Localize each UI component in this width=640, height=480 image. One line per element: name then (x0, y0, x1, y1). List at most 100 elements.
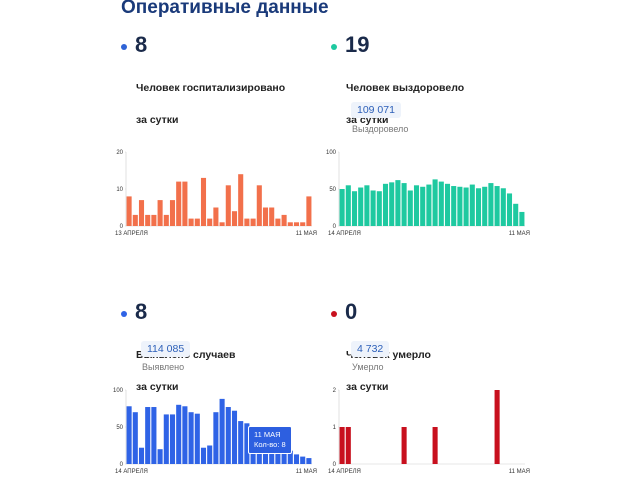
chart-bar (151, 214, 157, 226)
chart-bar (339, 189, 345, 226)
chart-bar (138, 200, 145, 226)
chart-bar (138, 447, 145, 464)
chart-bar (151, 407, 157, 464)
deaths-total-label: Умерло (352, 362, 384, 372)
chart-bar (494, 186, 500, 226)
chart-bar (469, 184, 475, 226)
chart-bar (200, 447, 207, 464)
chart-bar (364, 185, 370, 226)
chart-bar (306, 196, 312, 226)
chart-bar (207, 218, 213, 226)
chart-bar (438, 181, 444, 226)
chart-bar (389, 182, 395, 226)
bullet-dot (121, 44, 127, 50)
chart-bar (293, 222, 300, 226)
y-tick-label: 10 (116, 187, 123, 193)
y-tick-label: 1 (333, 425, 337, 431)
cases-total: 114 085 (141, 341, 191, 357)
cases-total-label: Выявлено (142, 362, 185, 372)
chart-bar (200, 177, 207, 226)
chart-bar (145, 214, 151, 226)
x-end-label: 11 МАЯ (296, 469, 317, 475)
recovered-count: 19 (345, 32, 370, 57)
y-tick-label: 0 (120, 462, 124, 468)
x-start-label: 13 АПРЕЛЯ (115, 231, 148, 237)
chart-recovered: 0 50 100 14 АПРЕЛЯ 11 МАЯ (326, 150, 531, 240)
chart-bar (256, 185, 262, 226)
chart-bar (413, 185, 420, 226)
chart-bar (213, 207, 219, 226)
chart-svg: 0 50 100 14 АПРЕЛЯ 11 МАЯ (326, 150, 530, 237)
chart-bar (188, 218, 194, 226)
x-end-label: 11 МАЯ (509, 231, 530, 237)
recovered-total-label: Выздоровело (352, 124, 409, 134)
hospitalized-description: Человек госпитализировано за сутки (136, 64, 285, 144)
chart-bar (351, 191, 358, 226)
chart-bar (182, 406, 188, 464)
tooltip-title: 11 МАЯ (254, 430, 281, 439)
hospitalized-count: 8 (135, 32, 148, 57)
desc-line2: за сутки (136, 381, 179, 393)
chart-bar (306, 458, 312, 464)
chart-bar (275, 446, 281, 464)
bullet-dot (121, 311, 127, 317)
chart-bar (432, 179, 438, 226)
chart-bar (432, 427, 438, 464)
chart-bar (420, 186, 426, 226)
chart-bar (506, 193, 513, 226)
chart-bar (407, 190, 413, 226)
chart-bar (262, 207, 269, 226)
deaths-total: 4 732 (351, 341, 390, 357)
chart-bar (287, 222, 293, 226)
y-tick-label: 20 (116, 150, 123, 156)
desc-line1: Человек госпитализировано (136, 82, 286, 94)
chart-bar (475, 188, 482, 226)
chart-bar (300, 222, 306, 226)
y-tick-label: 100 (113, 388, 124, 394)
bullet-dot (331, 311, 337, 317)
x-start-label: 14 АПРЕЛЯ (328, 231, 361, 237)
chart-bar (157, 200, 163, 226)
chart-deaths: 0 1 2 14 АПРЕЛЯ 11 МАЯ (327, 388, 531, 478)
chart-bar (358, 187, 364, 226)
chart-bar (194, 413, 200, 464)
y-tick-label: 0 (120, 224, 124, 230)
chart-tooltip: 11 МАЯ Кол-во: 8 (248, 426, 292, 454)
chart-bar (169, 414, 176, 464)
chart-bar (163, 214, 169, 226)
chart-bar (494, 390, 500, 464)
chart-bar (213, 412, 219, 464)
cases-count: 8 (135, 299, 148, 324)
recovered-total: 109 071 (351, 102, 401, 118)
chart-bar (194, 218, 200, 226)
chart-bar (370, 190, 376, 226)
y-tick-label: 50 (116, 425, 123, 431)
chart-bar (457, 186, 463, 226)
x-end-label: 11 МАЯ (296, 231, 317, 237)
y-tick-label: 0 (333, 224, 337, 230)
chart-svg: 0 50 100 14 АПРЕЛЯ 11 МАЯ (113, 388, 317, 475)
chart-bar (219, 222, 225, 226)
chart-bar (207, 445, 213, 464)
y-tick-label: 100 (326, 150, 337, 156)
chart-bar (488, 183, 494, 226)
chart-bar (451, 186, 457, 226)
bullet-dot (331, 44, 337, 50)
chart-bar (145, 407, 151, 464)
chart-bar (345, 185, 351, 226)
x-start-label: 14 АПРЕЛЯ (328, 469, 361, 475)
chart-bar (513, 203, 519, 226)
x-end-label: 11 МАЯ (509, 469, 530, 475)
chart-bar (269, 207, 275, 226)
x-start-label: 14 АПРЕЛЯ (115, 469, 148, 475)
chart-bar (519, 211, 525, 226)
tooltip-text: Кол-во: 8 (254, 440, 286, 449)
chart-bar (244, 423, 250, 464)
chart-bar (225, 407, 231, 464)
chart-bar (482, 186, 488, 226)
desc-line1: Человек выздоровело (346, 82, 465, 94)
chart-bar (132, 412, 138, 464)
chart-bar (281, 450, 287, 464)
chart-bar (182, 181, 188, 226)
chart-bar (426, 184, 432, 226)
